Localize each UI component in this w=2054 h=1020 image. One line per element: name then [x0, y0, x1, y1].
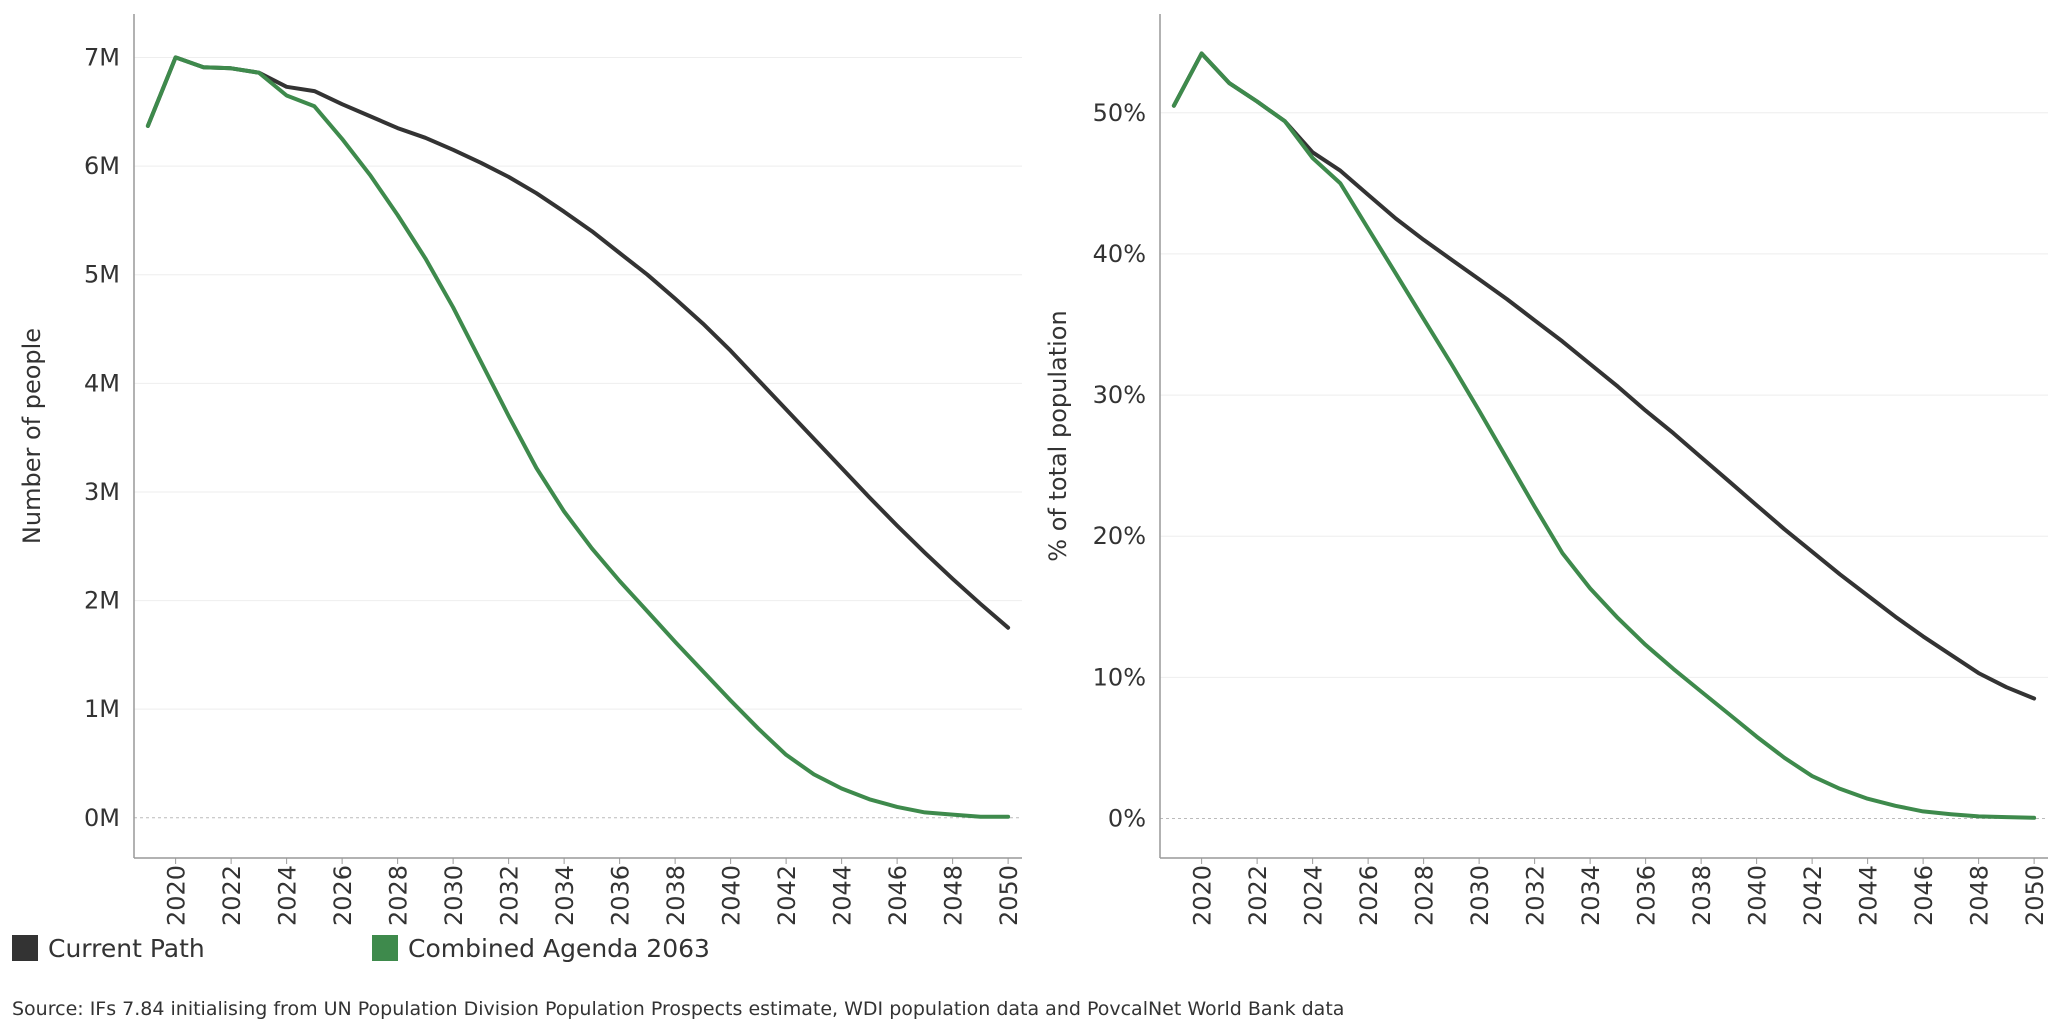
y-tick-label: 1M — [84, 695, 120, 723]
x-tick-label: 2022 — [218, 865, 246, 926]
legend-swatch-combined-agenda — [372, 935, 398, 961]
series-line-combined-agenda — [145, 55, 1011, 819]
y-axis-title: % of total population — [1044, 310, 1072, 561]
y-tick-label: 3M — [84, 478, 120, 506]
x-tick-label: 2044 — [829, 865, 857, 926]
x-tick-label: 2040 — [718, 865, 746, 926]
x-tick-label: 2038 — [1688, 865, 1716, 926]
chart-percent-of-population: 0% 10% 20% 30% 40% 50% 2020 2022 2024 2026 2028 203… — [1044, 14, 2049, 926]
x-tick-label: 2024 — [274, 865, 302, 926]
y-axis-title: Number of people — [18, 328, 46, 544]
x-tick-label: 2030 — [440, 865, 468, 926]
x-tick-label: 2028 — [1411, 865, 1439, 926]
x-tick-label: 2040 — [1744, 865, 1772, 926]
y-tick-label: 4M — [84, 369, 120, 397]
y-tick-label: 7M — [84, 43, 120, 71]
legend-item-current-path: Current Path — [12, 934, 372, 963]
x-tick-label: 2032 — [1522, 865, 1550, 926]
series-line-combined-agenda — [1171, 51, 2037, 820]
x-tick-label: 2050 — [2021, 865, 2049, 926]
y-tick-label: 20% — [1093, 522, 1146, 550]
y-tick-label: 40% — [1093, 240, 1146, 268]
x-tick-label: 2034 — [551, 865, 579, 926]
x-tick-label: 2032 — [496, 865, 524, 926]
x-tick-label: 2048 — [940, 865, 968, 926]
x-tick-label: 2034 — [1577, 865, 1605, 926]
x-tick-label: 2046 — [1910, 865, 1938, 926]
y-tick-label: 50% — [1093, 99, 1146, 127]
y-tick-label: 5M — [84, 261, 120, 289]
source-note: Source: IFs 7.84 initialising from UN Po… — [12, 998, 1345, 1020]
y-tick-label: 0% — [1108, 804, 1146, 832]
series-line-current-path — [145, 55, 1011, 630]
y-tick-label: 6M — [84, 152, 120, 180]
y-tick-label: 30% — [1093, 381, 1146, 409]
legend-label-current-path: Current Path — [48, 933, 205, 963]
legend: Current Path Combined Agenda 2063 — [12, 930, 710, 966]
x-tick-label: 2044 — [1855, 865, 1883, 926]
y-tick-label: 10% — [1093, 663, 1146, 691]
x-tick-label: 2024 — [1300, 865, 1328, 926]
chart-number-of-people: 0M 1M 2M 3M 4M 5M 6M 7M 2020 2022 2024 2026 2028 2030… — [18, 14, 1023, 926]
x-tick-label: 2048 — [1966, 865, 1994, 926]
x-tick-label: 2036 — [607, 865, 635, 926]
legend-label-combined-agenda: Combined Agenda 2063 — [408, 933, 710, 963]
x-tick-label: 2030 — [1466, 865, 1494, 926]
x-tick-label: 2020 — [163, 865, 191, 926]
y-tick-label: 2M — [84, 587, 120, 615]
x-tick-label: 2026 — [329, 865, 357, 926]
x-tick-label: 2036 — [1633, 865, 1661, 926]
x-tick-label: 2022 — [1244, 865, 1272, 926]
legend-item-combined-agenda: Combined Agenda 2063 — [372, 934, 710, 963]
x-tick-label: 2042 — [773, 865, 801, 926]
legend-swatch-current-path — [12, 935, 38, 961]
x-tick-label: 2020 — [1189, 865, 1217, 926]
x-tick-label: 2038 — [662, 865, 690, 926]
series-line-current-path — [1171, 51, 2037, 701]
x-tick-label: 2042 — [1799, 865, 1827, 926]
x-tick-label: 2026 — [1355, 865, 1383, 926]
x-tick-label: 2028 — [385, 865, 413, 926]
y-tick-label: 0M — [84, 804, 120, 832]
x-tick-label: 2046 — [884, 865, 912, 926]
x-tick-label: 2050 — [995, 865, 1023, 926]
